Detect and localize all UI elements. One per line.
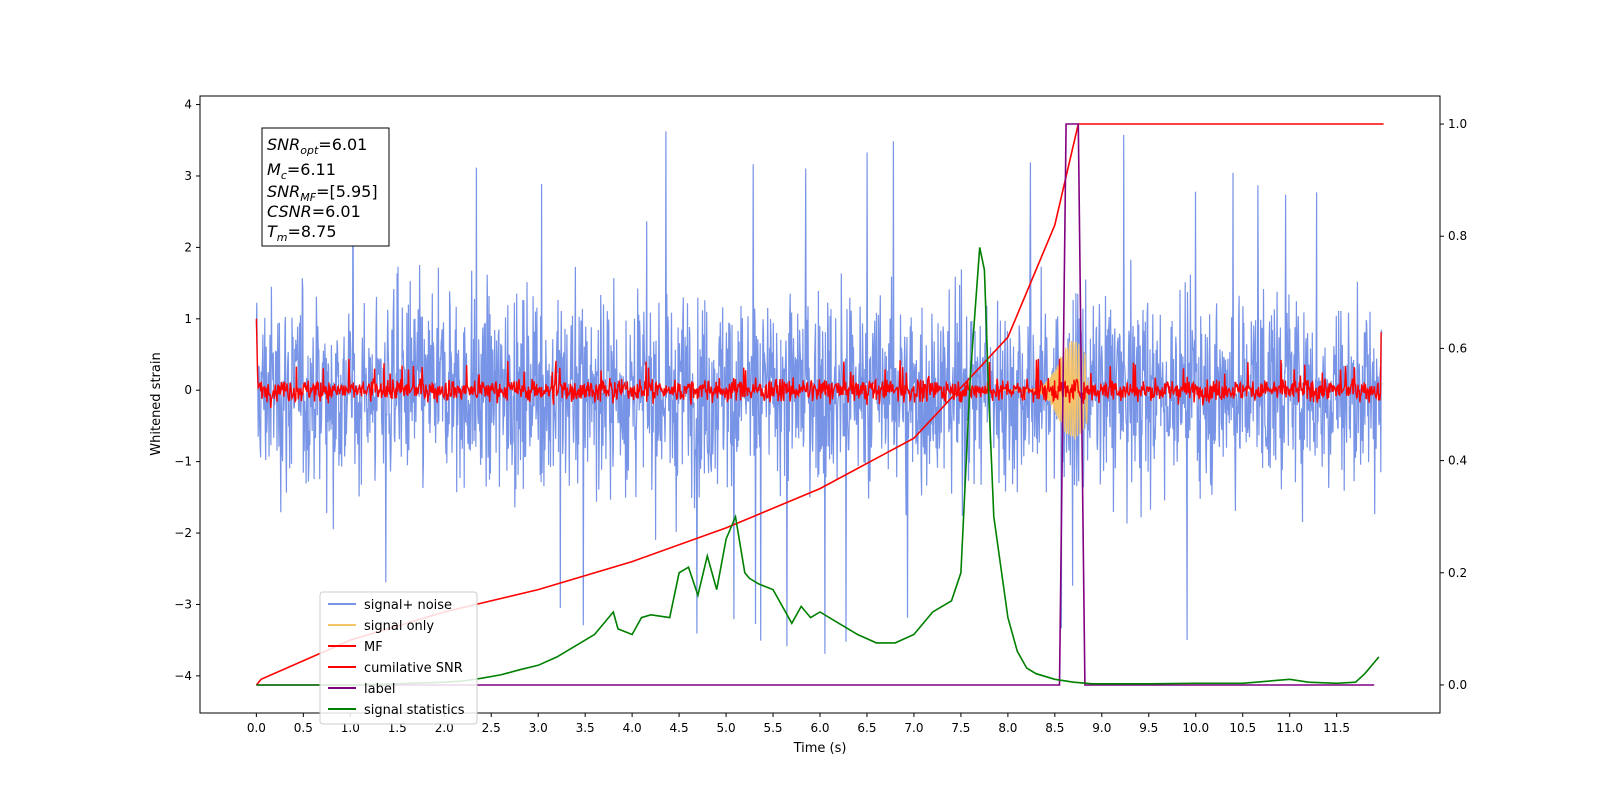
legend-label-signal-noise: signal+ noise: [364, 598, 452, 613]
snr-opt-sub: opt: [300, 144, 319, 157]
csnr-value: =6.01: [312, 202, 361, 221]
x-tick-label: 6.0: [810, 721, 829, 735]
annotation-tm: Tm=8.75: [267, 222, 337, 244]
x-tick-label: 7.0: [904, 721, 923, 735]
y-left-tick-label: 0: [184, 383, 192, 397]
mc-sub: c: [281, 169, 287, 182]
x-tick-label: 8.5: [1045, 721, 1064, 735]
y-left-tick-label: 4: [184, 98, 192, 112]
x-tick-label: 5.0: [717, 721, 736, 735]
y-right-tick-label: 0.6: [1448, 341, 1467, 355]
snr-opt-base: SNR: [267, 135, 300, 154]
y-right-tick-label: 0.2: [1448, 566, 1467, 580]
x-tick-label: 8.0: [998, 721, 1017, 735]
y-left-tick-label: −2: [174, 526, 192, 540]
x-axis-label: Time (s): [793, 741, 847, 756]
mc-value: =6.11: [287, 160, 336, 179]
legend-label-signal-only: signal only: [364, 619, 434, 634]
legend: signal+ noise signal only MF cumilative …: [319, 591, 478, 725]
x-tick-label: 0.0: [247, 721, 266, 735]
x-tick-label: 5.5: [763, 721, 782, 735]
x-tick-label: 3.0: [529, 721, 548, 735]
csnr-base: CSNR: [267, 202, 312, 221]
annotation-frame: [261, 127, 390, 247]
annotation-csnr: CSNR=6.01: [267, 202, 361, 221]
annotation-mc: Mc=6.11: [267, 160, 336, 182]
y-right-tick-label: 0.8: [1448, 229, 1467, 243]
x-tick-label: 6.5: [857, 721, 876, 735]
y-right-tick-label: 1.0: [1448, 117, 1467, 131]
x-tick-label: 10.5: [1229, 721, 1256, 735]
mc-base: M: [267, 160, 281, 179]
x-axis: 0.0 0.5 1.0 1.5 2.0 2.5 3.0 3.5 4.0 4.5 5.0 5.5 6.0 6…: [247, 713, 1350, 735]
annotation-box: SNRopt=6.01 Mc=6.11 SNRMF=[5.95] CSNR=6.…: [261, 127, 390, 247]
y-left-tick-label: 3: [184, 169, 192, 183]
legend-label-cumulative-snr: cumilative SNR: [364, 661, 463, 676]
y-axis-left: 4 3 2 1 0 −1 −2 −3 −4: [174, 98, 200, 683]
legend-label-label: label: [364, 682, 395, 697]
x-tick-label: 9.0: [1092, 721, 1111, 735]
x-tick-label: 9.5: [1139, 721, 1158, 735]
y-right-tick-label: 0.0: [1448, 678, 1467, 692]
legend-frame: [319, 591, 478, 725]
x-tick-label: 11.5: [1323, 721, 1350, 735]
y-left-tick-label: −4: [174, 669, 192, 683]
y-left-tick-label: −1: [174, 455, 192, 469]
annotation-snr-opt: SNRopt=6.01: [267, 135, 367, 157]
snr-opt-value: =6.01: [318, 135, 367, 154]
legend-label-signal-statistics: signal statistics: [364, 703, 465, 718]
tm-base: T: [267, 222, 278, 241]
x-tick-label: 11.0: [1276, 721, 1303, 735]
annotation-snr-mf: SNRMF=[5.95]: [267, 182, 378, 204]
y-axis-label: Whitened strain: [149, 352, 164, 455]
snr-mf-value: =[5.95]: [316, 182, 378, 201]
x-tick-label: 3.5: [576, 721, 595, 735]
x-tick-label: 7.5: [951, 721, 970, 735]
snr-mf-base: SNR: [267, 182, 300, 201]
y-left-tick-label: 1: [184, 312, 192, 326]
x-tick-label: 4.0: [623, 721, 642, 735]
snr-mf-sub: MF: [300, 191, 316, 204]
y-left-tick-label: 2: [184, 240, 192, 254]
legend-label-mf: MF: [364, 640, 383, 655]
series-label: [256, 123, 1375, 686]
x-tick-label: 10.0: [1182, 721, 1209, 735]
series-signal-statistics: [256, 247, 1380, 686]
y-left-tick-label: −3: [174, 597, 192, 611]
y-right-tick-label: 0.4: [1448, 454, 1467, 468]
tm-sub: m: [277, 231, 288, 244]
x-tick-label: 4.5: [670, 721, 689, 735]
y-axis-right: 1.0 0.8 0.6 0.4 0.2 0.0: [1440, 117, 1467, 692]
series-mf: [255, 318, 1382, 409]
x-tick-label: 0.5: [294, 721, 313, 735]
x-tick-label: 2.5: [482, 721, 501, 735]
tm-value: =8.75: [288, 222, 337, 241]
